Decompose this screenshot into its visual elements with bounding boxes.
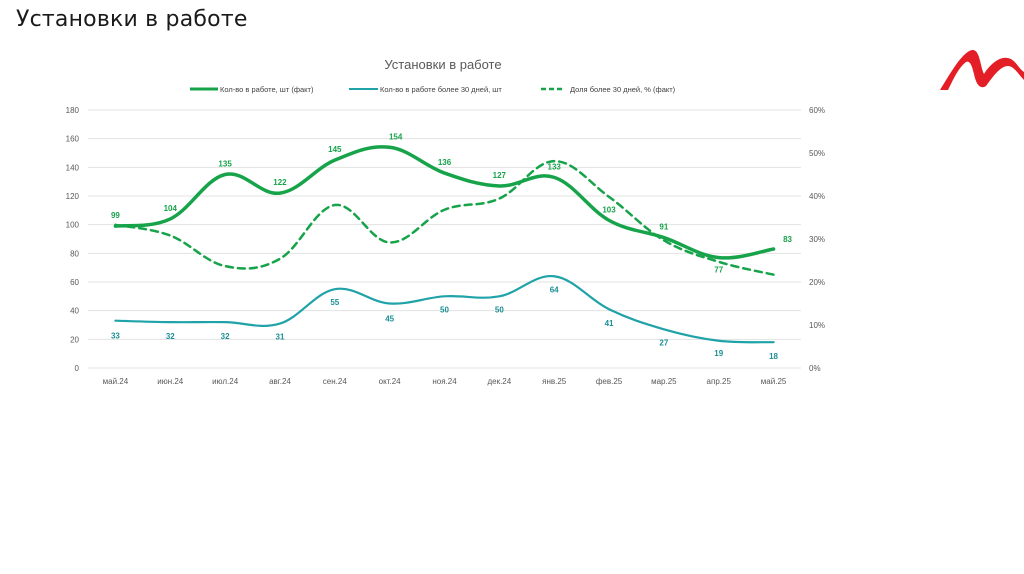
legend-label-1: Кол-во в работе, шт (факт) — [220, 85, 314, 94]
y-left-tick-label: 0 — [75, 364, 80, 373]
data-label-series-1: 99 — [111, 211, 120, 220]
series-group — [113, 145, 776, 344]
gridlines — [88, 109, 801, 369]
y-axis-left: 0 20 40 60 80 100 120 140 160 180 — [66, 106, 80, 373]
series-line-1 — [113, 145, 776, 260]
legend: Кол-во в работе, шт (факт) Кол-во в рабо… — [190, 85, 676, 94]
data-label-series-1: 133 — [548, 162, 562, 171]
x-tick-label: сен.24 — [323, 377, 348, 386]
legend-item-1[interactable]: Кол-во в работе, шт (факт) — [190, 85, 314, 94]
y-left-tick-label: 160 — [66, 135, 80, 144]
y-left-tick-label: 140 — [66, 163, 80, 172]
y-right-tick-label: 30% — [809, 235, 825, 244]
y-left-tick-label: 60 — [70, 278, 79, 287]
x-tick-label: авг.24 — [269, 377, 291, 386]
y-left-tick-label: 40 — [70, 307, 79, 316]
data-label-series-2: 32 — [166, 332, 175, 341]
data-label-series-2: 31 — [276, 333, 285, 342]
y-right-tick-label: 0% — [809, 364, 821, 373]
y-left-tick-label: 120 — [66, 192, 80, 201]
y-left-tick-label: 100 — [66, 221, 80, 230]
data-label-series-1: 83 — [783, 235, 792, 244]
y-right-tick-label: 60% — [809, 106, 825, 115]
y-left-tick-label: 20 — [70, 335, 79, 344]
data-label-series-2: 50 — [495, 305, 504, 314]
y-right-tick-label: 40% — [809, 192, 825, 201]
data-label-series-2: 45 — [385, 315, 394, 324]
y-right-tick-label: 10% — [809, 321, 825, 330]
data-label-series-2: 27 — [659, 338, 668, 347]
data-labels: 99 104 135 122 145 154 136 127 133 103 91 77 83 33 32 3… — [111, 132, 793, 361]
data-label-series-1: 91 — [659, 223, 668, 232]
data-label-series-1: 136 — [438, 158, 452, 167]
logo-shape — [940, 49, 1024, 90]
y-left-tick-label: 180 — [66, 106, 80, 115]
chart-title: Установки в работе — [384, 57, 501, 72]
data-label-series-2: 18 — [769, 352, 778, 361]
x-tick-label: фев.25 — [596, 377, 623, 386]
y-left-tick-label: 80 — [70, 249, 79, 258]
data-label-series-1: 154 — [389, 132, 403, 141]
y-right-tick-label: 50% — [809, 149, 825, 158]
data-label-series-1: 77 — [714, 266, 723, 275]
x-tick-label: мар.25 — [651, 377, 677, 386]
x-tick-label: ноя.24 — [432, 377, 457, 386]
data-label-series-2: 41 — [605, 319, 614, 328]
x-tick-label: окт.24 — [379, 377, 401, 386]
data-label-series-1: 135 — [218, 160, 232, 169]
data-label-series-1: 145 — [328, 145, 342, 154]
series-line-2 — [114, 275, 775, 344]
brand-logo-icon — [940, 49, 1024, 90]
y-right-tick-label: 20% — [809, 278, 825, 287]
x-tick-label: апр.25 — [707, 377, 732, 386]
data-label-series-2: 50 — [440, 305, 449, 314]
x-tick-label: май.25 — [761, 377, 787, 386]
x-axis: май.24 июн.24 июл.24 авг.24 сен.24 окт.24 ноя.… — [103, 377, 787, 386]
data-label-series-2: 19 — [714, 349, 723, 358]
x-tick-label: дек.24 — [487, 377, 511, 386]
legend-label-2: Кол-во в работе более 30 дней, шт — [380, 85, 502, 94]
x-tick-label: июл.24 — [212, 377, 239, 386]
data-label-series-2: 32 — [221, 332, 230, 341]
legend-label-3: Доля более 30 дней, % (факт) — [570, 85, 676, 94]
data-label-series-2: 64 — [550, 285, 559, 294]
data-label-series-1: 103 — [602, 205, 616, 214]
slide-title: Установки в работе — [16, 7, 248, 32]
x-tick-label: май.24 — [103, 377, 129, 386]
data-label-series-1: 122 — [273, 178, 287, 187]
data-label-series-1: 127 — [493, 171, 507, 180]
data-label-series-2: 33 — [111, 332, 120, 341]
y-axis-right: 0% 10% 20% 30% 40% 50% 60% — [809, 106, 825, 373]
data-label-series-1: 104 — [164, 204, 178, 213]
data-label-series-2: 55 — [330, 298, 339, 307]
legend-item-3[interactable]: Доля более 30 дней, % (факт) — [541, 85, 676, 94]
legend-item-2[interactable]: Кол-во в работе более 30 дней, шт — [349, 85, 502, 94]
x-tick-label: янв.25 — [542, 377, 567, 386]
x-tick-label: июн.24 — [157, 377, 184, 386]
